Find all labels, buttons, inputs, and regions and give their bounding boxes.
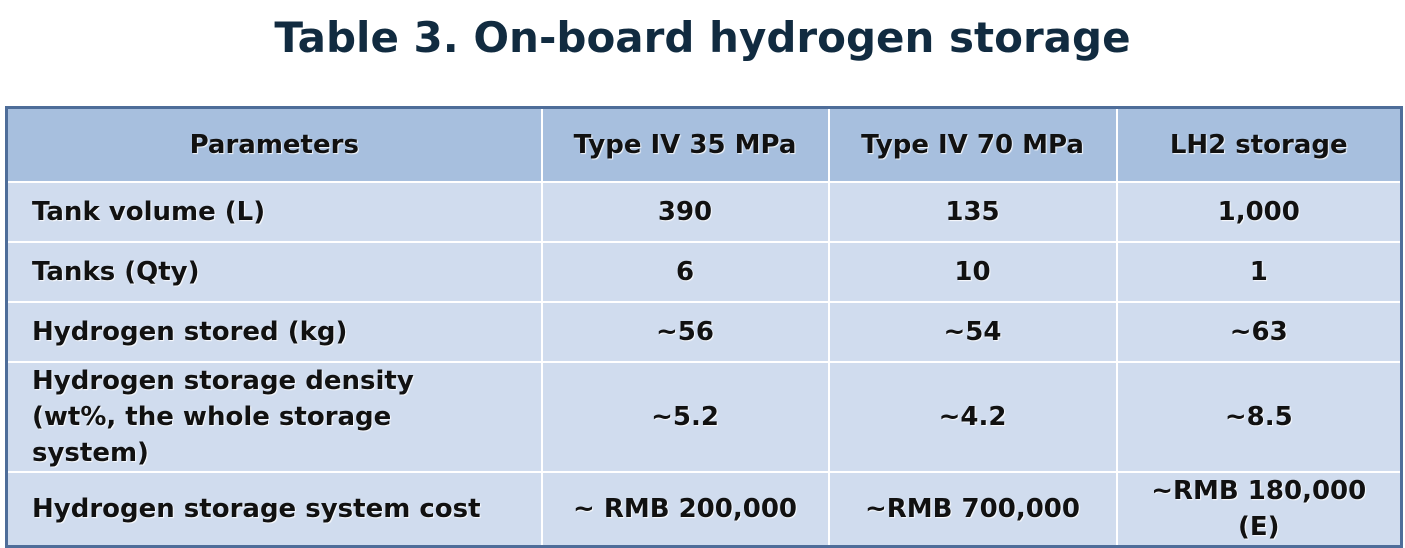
table-cell: ~54 xyxy=(827,301,1118,363)
row-label: Hydrogen storage density (wt%, the whole… xyxy=(5,361,543,473)
table-cell: 390 xyxy=(540,181,830,243)
row-label: Hydrogen stored (kg) xyxy=(5,301,543,363)
row-label: Tanks (Qty) xyxy=(5,241,543,303)
table-cell: 1 xyxy=(1115,241,1403,303)
table-cell: ~4.2 xyxy=(827,361,1118,473)
table-cell: 135 xyxy=(827,181,1118,243)
row-label: Tank volume (L) xyxy=(5,181,543,243)
table-cell: ~ RMB 200,000 xyxy=(540,471,830,548)
header-row: Parameters Type IV 35 MPa Type IV 70 MPa LH… xyxy=(5,106,1403,183)
table-cell: 1,000 xyxy=(1115,181,1403,243)
table-row: Tank volume (L) 390 135 1,000 xyxy=(5,181,1403,243)
row-label: Hydrogen storage system cost xyxy=(5,471,543,548)
table-row: Tanks (Qty) 6 10 1 xyxy=(5,241,1403,303)
table-cell: ~56 xyxy=(540,301,830,363)
table-cell: ~5.2 xyxy=(540,361,830,473)
table-cell: ~RMB 700,000 xyxy=(827,471,1118,548)
table-row: Hydrogen storage system cost ~ RMB 200,00… xyxy=(5,471,1403,548)
header-cell: Type IV 35 MPa xyxy=(540,106,830,183)
table-cell: 10 xyxy=(827,241,1118,303)
table-row: Hydrogen stored (kg) ~56 ~54 ~63 xyxy=(5,301,1403,363)
table: Parameters Type IV 35 MPa Type IV 70 MPa LH… xyxy=(5,106,1403,548)
table-cell: ~8.5 xyxy=(1115,361,1403,473)
header-cell: LH2 storage xyxy=(1115,106,1403,183)
header-cell: Type IV 70 MPa xyxy=(827,106,1118,183)
table-cell: ~RMB 180,000 (E) xyxy=(1115,471,1403,548)
table-cell: ~63 xyxy=(1115,301,1403,363)
table-cell: 6 xyxy=(540,241,830,303)
title: Table 3. On-board hydrogen storage xyxy=(274,13,1131,62)
table-row: Hydrogen storage density (wt%, the whole… xyxy=(5,361,1403,473)
header-cell: Parameters xyxy=(5,106,543,183)
